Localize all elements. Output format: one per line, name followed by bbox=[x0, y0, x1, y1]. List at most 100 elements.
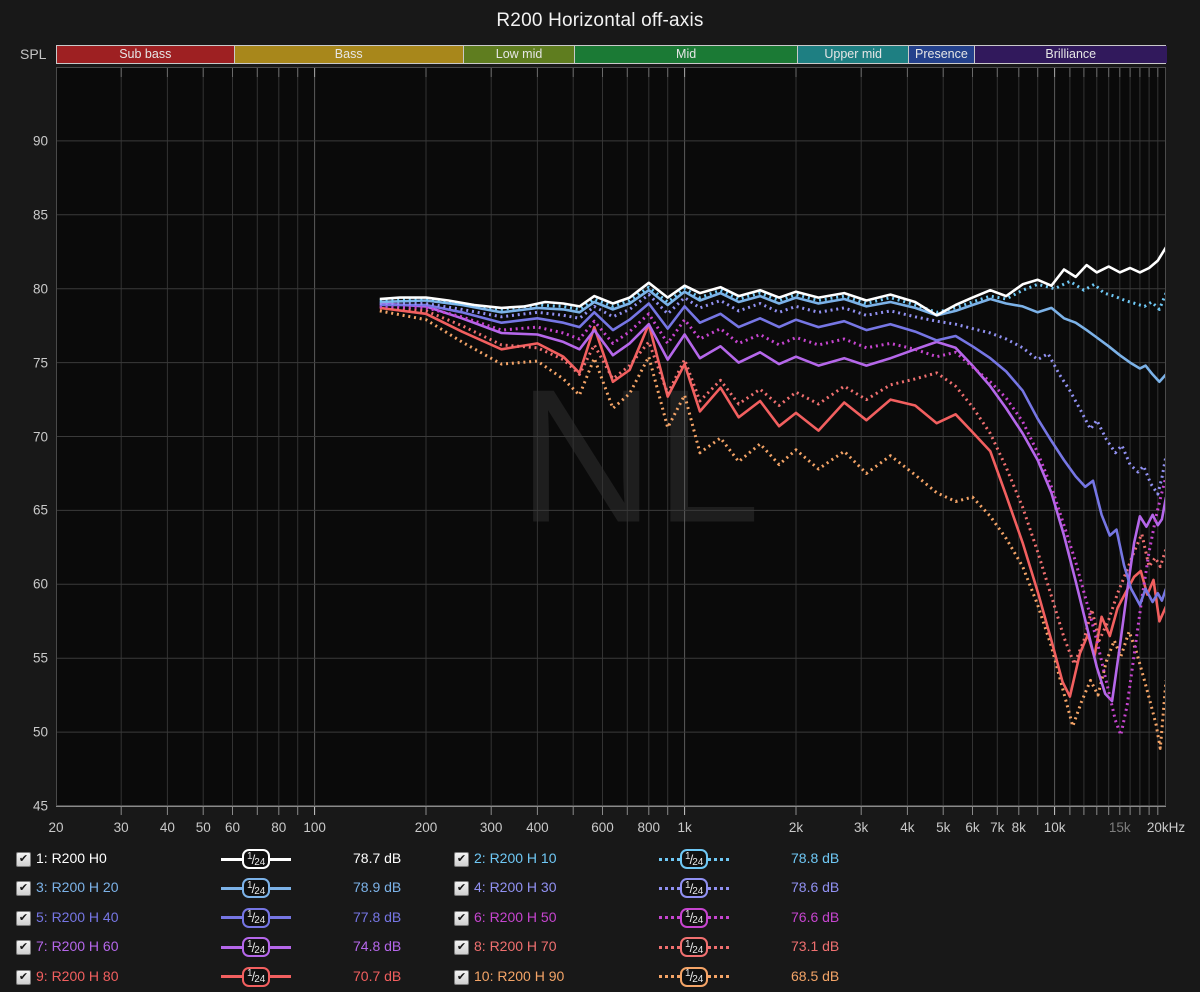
trace-curves bbox=[379, 246, 1166, 750]
legend-line-swatch-7[interactable]: 1/24 bbox=[221, 936, 292, 958]
legend-row-9: ✔ 9: R200 H 80 1/24 70.7 dB bbox=[8, 963, 448, 992]
trace-visible-checkbox-10[interactable]: ✔ bbox=[454, 969, 469, 985]
legend-row-4: ✔ 4: R200 H 30 1/24 78.6 dB bbox=[446, 874, 886, 903]
legend-line-swatch-2[interactable]: 1/24 bbox=[659, 848, 730, 870]
legend-trace-level-10: 68.5 dB bbox=[791, 967, 840, 984]
plot-area[interactable]: NL bbox=[56, 67, 1166, 815]
swatch-line-right bbox=[270, 945, 292, 949]
legend-row-6: ✔ 6: R200 H 50 1/24 76.6 dB bbox=[446, 904, 886, 933]
swatch-line-left bbox=[659, 916, 680, 920]
chart-title: R200 Horizontal off-axis bbox=[496, 10, 704, 31]
x-tick-label-40: 40 bbox=[159, 820, 175, 835]
smoothing-numerator: 1 bbox=[685, 909, 691, 921]
y-tick-label-80: 80 bbox=[32, 281, 48, 297]
x-tick-label-50: 50 bbox=[195, 820, 211, 835]
trace-visible-checkbox-4[interactable]: ✔ bbox=[454, 881, 469, 897]
y-tick-label-70: 70 bbox=[32, 429, 48, 444]
legend-column-left: ✔ 1: R200 H0 1/24 78.7 dB ✔ 3: R200 H 20 1/24 7… bbox=[8, 845, 448, 992]
smoothing-denominator: 24 bbox=[254, 856, 266, 868]
band-segment-upper-mid: Upper mid bbox=[797, 46, 909, 63]
band-segment-sub-bass: Sub bass bbox=[57, 46, 234, 63]
smoothing-numerator: 1 bbox=[247, 850, 253, 862]
x-tick-label-100: 100 bbox=[303, 820, 326, 835]
swatch-line-right bbox=[708, 945, 730, 949]
trace-curve-1 bbox=[379, 246, 1166, 317]
x-tick-label-200: 200 bbox=[414, 820, 438, 835]
legend-row-7: ✔ 7: R200 H 60 1/24 74.8 dB bbox=[8, 933, 448, 962]
fraction-slash: / bbox=[689, 851, 694, 867]
trace-curve-5 bbox=[379, 302, 1166, 607]
grid-lines bbox=[56, 67, 1166, 806]
trace-visible-checkbox-2[interactable]: ✔ bbox=[454, 852, 469, 867]
legend-trace-level-5: 77.8 dB bbox=[353, 908, 402, 925]
x-tick-label-10k: 10k bbox=[1043, 820, 1066, 835]
trace-visible-checkbox-1[interactable]: ✔ bbox=[16, 852, 31, 867]
smoothing-denominator: 24 bbox=[254, 944, 266, 956]
trace-visible-checkbox-7[interactable]: ✔ bbox=[16, 940, 31, 956]
x-tick-label-8k: 8k bbox=[1011, 820, 1026, 835]
checkmark-icon: ✔ bbox=[18, 941, 29, 954]
band-segment-brilliance: Brilliance bbox=[973, 46, 1167, 63]
trace-curve-9 bbox=[379, 306, 1166, 698]
legend-line-swatch-9[interactable]: 1/24 bbox=[221, 966, 292, 988]
x-tick-label-3k: 3k bbox=[854, 820, 869, 835]
trace-curve-7 bbox=[379, 302, 1166, 703]
y-tick-label-60: 60 bbox=[32, 576, 48, 592]
smoothing-badge-2: 1/24 bbox=[680, 849, 709, 869]
checkmark-icon: ✔ bbox=[456, 941, 467, 954]
trace-visible-checkbox-8[interactable]: ✔ bbox=[454, 940, 469, 956]
legend-trace-level-9: 70.7 dB bbox=[353, 967, 402, 984]
trace-visible-checkbox-5[interactable]: ✔ bbox=[16, 910, 31, 926]
legend-trace-label-10[interactable]: 10: R200 H 90 bbox=[474, 967, 565, 984]
band-segment-mid: Mid bbox=[574, 46, 797, 63]
fraction-slash: / bbox=[251, 880, 256, 896]
legend-trace-label-1[interactable]: 1: R200 H0 bbox=[36, 850, 107, 866]
smoothing-denominator: 24 bbox=[254, 915, 266, 927]
axis-ticks bbox=[120, 67, 1159, 815]
legend-line-swatch-1[interactable]: 1/24 bbox=[221, 848, 292, 870]
y-tick-label-75: 75 bbox=[32, 355, 48, 371]
legend-trace-label-4[interactable]: 4: R200 H 30 bbox=[474, 879, 557, 896]
legend-line-swatch-3[interactable]: 1/24 bbox=[221, 877, 292, 899]
legend-row-3: ✔ 3: R200 H 20 1/24 78.9 dB bbox=[8, 874, 448, 903]
legend-line-swatch-8[interactable]: 1/24 bbox=[659, 936, 730, 958]
legend-trace-level-4: 78.6 dB bbox=[791, 879, 840, 896]
legend-line-swatch-5[interactable]: 1/24 bbox=[221, 907, 292, 929]
fraction-slash: / bbox=[251, 939, 256, 955]
legend-row-5: ✔ 5: R200 H 40 1/24 77.8 dB bbox=[8, 904, 448, 933]
x-tick-label-1k: 1k bbox=[677, 820, 692, 835]
x-tick-label-4k: 4k bbox=[900, 820, 915, 835]
smoothing-denominator: 24 bbox=[254, 885, 266, 897]
fraction-slash: / bbox=[689, 880, 694, 896]
legend-line-swatch-6[interactable]: 1/24 bbox=[659, 907, 730, 929]
frequency-band-bar: Sub bass Bass Low mid Mid Upper mid Presence B… bbox=[56, 45, 1167, 64]
legend-trace-label-6[interactable]: 6: R200 H 50 bbox=[474, 908, 557, 925]
smoothing-badge-9: 1/24 bbox=[242, 966, 271, 987]
legend-trace-label-2[interactable]: 2: R200 H 10 bbox=[474, 850, 557, 866]
swatch-line-right bbox=[708, 886, 730, 890]
legend-line-swatch-10[interactable]: 1/24 bbox=[659, 966, 730, 988]
watermark-text: NL bbox=[518, 351, 761, 563]
swatch-line-left bbox=[221, 945, 242, 949]
swatch-line-right bbox=[270, 975, 292, 979]
swatch-line-right bbox=[270, 857, 292, 861]
legend-trace-label-9[interactable]: 9: R200 H 80 bbox=[36, 967, 119, 984]
swatch-line-left bbox=[221, 857, 242, 861]
legend-trace-label-8[interactable]: 8: R200 H 70 bbox=[474, 938, 557, 955]
swatch-line-right bbox=[708, 975, 730, 979]
smoothing-badge-6: 1/24 bbox=[680, 907, 709, 928]
smoothing-numerator: 1 bbox=[685, 938, 691, 950]
trace-visible-checkbox-6[interactable]: ✔ bbox=[454, 910, 469, 926]
trace-visible-checkbox-3[interactable]: ✔ bbox=[16, 881, 31, 897]
checkmark-icon: ✔ bbox=[456, 853, 467, 865]
band-segment-presence: Presence bbox=[908, 46, 974, 63]
y-tick-label-55: 55 bbox=[32, 650, 48, 666]
legend-trace-label-7[interactable]: 7: R200 H 60 bbox=[36, 938, 119, 955]
legend-line-swatch-4[interactable]: 1/24 bbox=[659, 877, 730, 899]
trace-legend: ✔ 1: R200 H0 1/24 78.7 dB ✔ 3: R200 H 20 1/24 7… bbox=[0, 845, 1200, 992]
smoothing-numerator: 1 bbox=[685, 879, 691, 891]
legend-trace-level-3: 78.9 dB bbox=[353, 879, 402, 896]
trace-visible-checkbox-9[interactable]: ✔ bbox=[16, 969, 31, 985]
legend-trace-label-3[interactable]: 3: R200 H 20 bbox=[36, 879, 119, 896]
legend-trace-label-5[interactable]: 5: R200 H 40 bbox=[36, 908, 119, 925]
